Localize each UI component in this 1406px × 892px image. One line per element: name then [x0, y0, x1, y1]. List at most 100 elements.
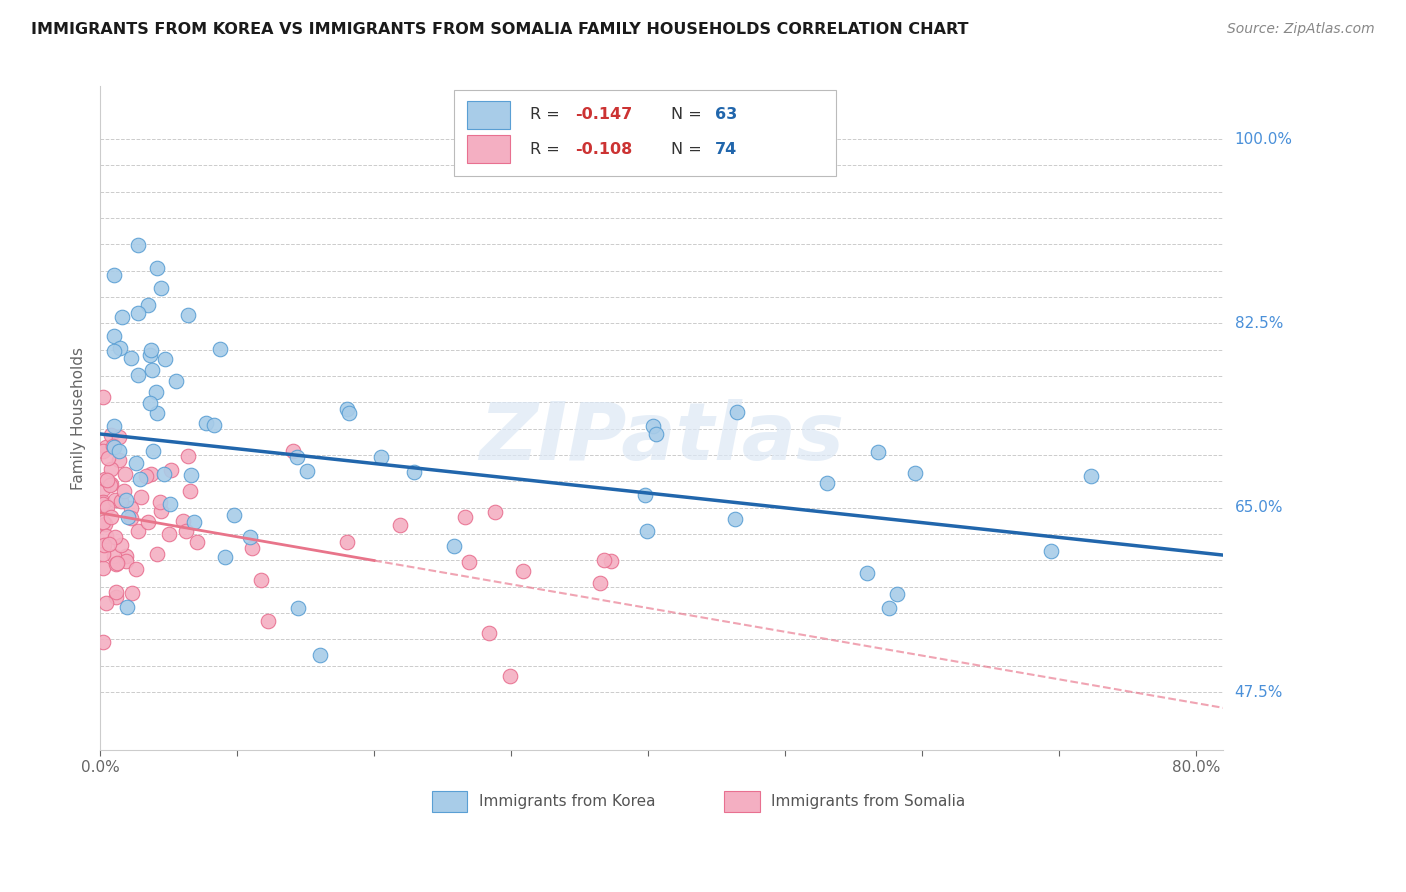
Text: 47.5%: 47.5% [1234, 684, 1282, 699]
Point [202, 418, 225, 433]
Point [142, 444, 165, 458]
Text: R =: R = [530, 107, 565, 122]
Point [285, 450, 308, 464]
Point [105, 556, 128, 570]
Point [107, 430, 129, 444]
Y-axis label: Family Households: Family Households [72, 347, 86, 490]
Point [127, 306, 149, 320]
Point [904, 466, 927, 480]
Point [159, 497, 181, 511]
Text: Source: ZipAtlas.com: Source: ZipAtlas.com [1227, 22, 1375, 37]
Point [645, 427, 668, 442]
Point [172, 514, 194, 528]
Point [150, 281, 173, 295]
Point [589, 576, 612, 591]
Point [177, 308, 200, 322]
Point [725, 405, 748, 419]
Point [457, 556, 479, 570]
Point [120, 500, 142, 515]
Point [91, 561, 114, 575]
Text: IMMIGRANTS FROM KOREA VS IMMIGRANTS FROM SOMALIA FAMILY HOUSEHOLDS CORRELATION C: IMMIGRANTS FROM KOREA VS IMMIGRANTS FROM… [31, 22, 969, 37]
Point [856, 566, 879, 581]
Point [108, 453, 131, 467]
Point [103, 549, 125, 563]
Point [100, 476, 122, 491]
Point [94, 596, 117, 610]
Point [886, 586, 908, 600]
Text: R =: R = [530, 142, 565, 157]
Point [484, 505, 506, 519]
Text: 65.0%: 65.0% [1234, 500, 1284, 516]
Text: 100.0%: 100.0% [1234, 131, 1292, 146]
Point [592, 553, 614, 567]
Point [194, 416, 217, 430]
Point [96, 500, 118, 515]
Point [370, 450, 392, 464]
Point [174, 524, 197, 538]
Text: -0.108: -0.108 [575, 142, 633, 157]
Point [634, 488, 657, 502]
Point [257, 615, 280, 629]
Text: Immigrants from Somalia: Immigrants from Somalia [770, 794, 965, 808]
Point [91, 495, 114, 509]
Text: 63: 63 [714, 107, 737, 122]
Point [139, 343, 162, 357]
Point [120, 351, 142, 366]
Point [91, 390, 114, 404]
Point [91, 515, 114, 529]
Point [443, 539, 465, 553]
Point [815, 476, 838, 491]
Point [157, 527, 180, 541]
Point [91, 547, 114, 561]
Point [186, 534, 208, 549]
Point [103, 329, 125, 343]
Point [125, 456, 148, 470]
Point [141, 363, 163, 377]
Point [159, 462, 181, 476]
Point [214, 550, 236, 565]
Point [110, 538, 132, 552]
Point [239, 530, 262, 544]
Text: Immigrants from Korea: Immigrants from Korea [478, 794, 655, 808]
Point [138, 348, 160, 362]
Point [128, 472, 150, 486]
Point [108, 341, 131, 355]
Point [152, 467, 174, 481]
Point [209, 342, 232, 356]
Point [96, 441, 118, 455]
Point [96, 473, 118, 487]
Point [335, 402, 357, 417]
Point [139, 467, 162, 482]
Point [98, 536, 121, 550]
Point [114, 549, 136, 563]
Point [145, 547, 167, 561]
FancyBboxPatch shape [454, 90, 837, 176]
Point [104, 557, 127, 571]
Point [136, 297, 159, 311]
Point [309, 648, 332, 662]
FancyBboxPatch shape [432, 791, 467, 813]
Point [103, 418, 125, 433]
Text: 74: 74 [714, 142, 737, 157]
Point [287, 601, 309, 615]
Point [105, 585, 128, 599]
Point [222, 508, 245, 523]
Point [877, 601, 900, 615]
Text: -0.147: -0.147 [575, 107, 633, 122]
Point [724, 512, 747, 526]
Point [149, 495, 172, 509]
Text: ZIPatlas: ZIPatlas [479, 399, 844, 477]
Point [115, 600, 138, 615]
Point [94, 472, 117, 486]
Point [388, 518, 411, 533]
Point [402, 465, 425, 479]
Text: 82.5%: 82.5% [1234, 316, 1282, 331]
Point [138, 396, 160, 410]
Point [866, 444, 889, 458]
Point [1039, 544, 1062, 558]
Point [100, 510, 122, 524]
Point [100, 462, 122, 476]
Point [145, 384, 167, 399]
Point [177, 449, 200, 463]
Point [135, 469, 157, 483]
